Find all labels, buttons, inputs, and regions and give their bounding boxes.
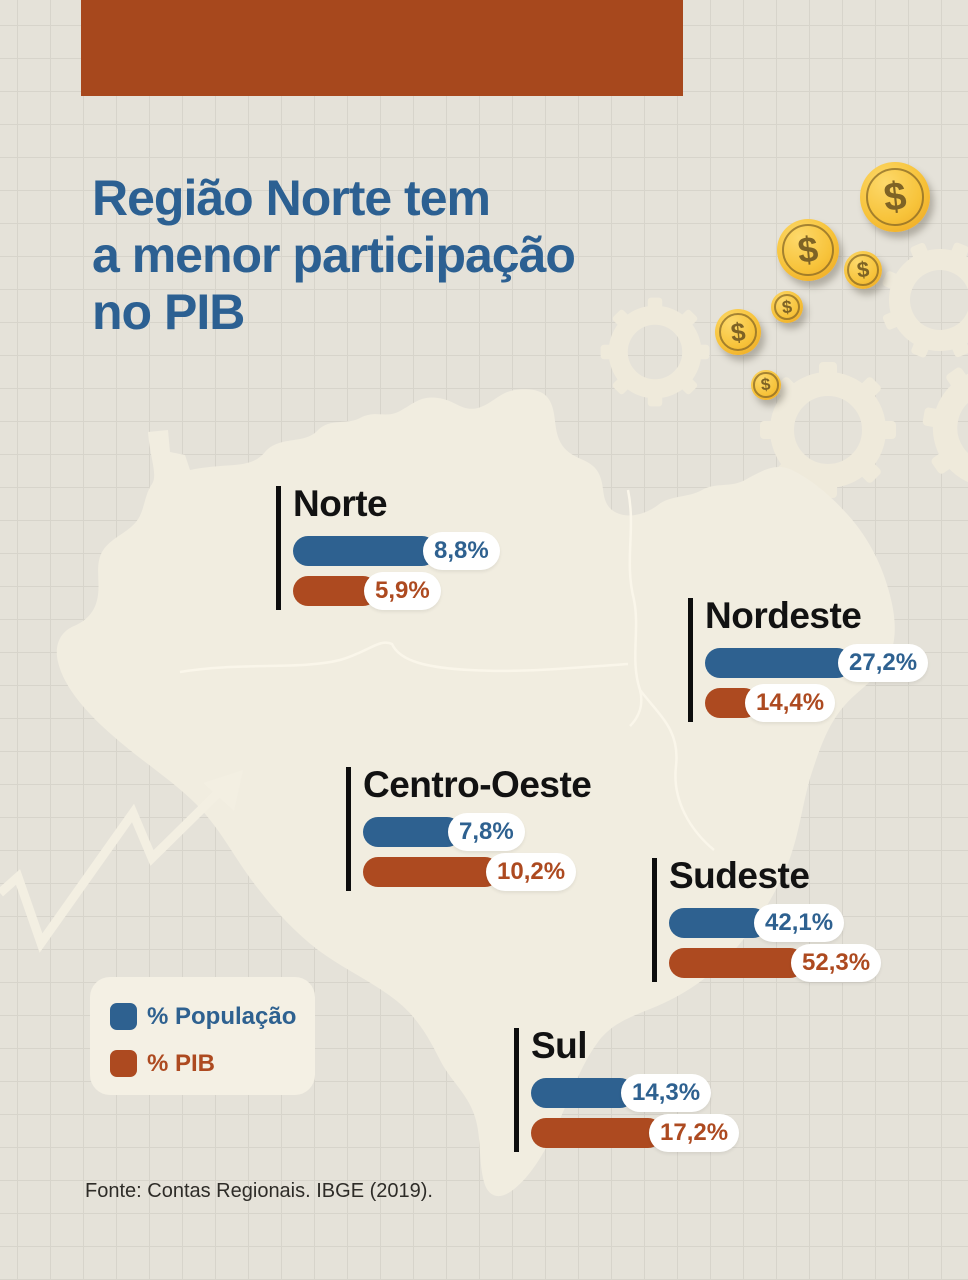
region-accent-line — [514, 1028, 519, 1152]
state-borders — [179, 489, 715, 851]
pib-value-label: 17,2% — [649, 1114, 740, 1152]
dollar-coin-icon: $ — [844, 251, 882, 289]
populacao-bar — [705, 648, 852, 678]
populacao-bar-row: 42,1% — [669, 904, 845, 942]
pib-value-label: 14,4% — [745, 684, 836, 722]
region-name: Sudeste — [669, 855, 810, 896]
populacao-bar-row: 14,3% — [531, 1074, 712, 1112]
pib-bar — [363, 857, 500, 887]
region-name: Norte — [293, 483, 388, 524]
pib-bar — [293, 576, 378, 606]
region-accent-line — [276, 486, 281, 610]
populacao-value-label: 7,8% — [448, 813, 525, 851]
pib-bar — [669, 948, 805, 978]
populacao-value-label: 27,2% — [838, 644, 929, 682]
legend: % População % PIB — [90, 977, 315, 1095]
dollar-coin-icon: $ — [771, 291, 803, 323]
pib-bar-row: 14,4% — [705, 684, 836, 722]
region-name: Sul — [531, 1025, 588, 1066]
populacao-bar — [363, 817, 462, 847]
top-banner — [81, 0, 683, 96]
region-accent-line — [688, 598, 693, 722]
region-name: Centro-Oeste — [363, 764, 592, 805]
populacao-bar — [531, 1078, 635, 1108]
pib-bar-row: 5,9% — [293, 572, 441, 610]
legend-label-pib: % PIB — [147, 1050, 216, 1077]
dollar-coin-icon: $ — [860, 162, 930, 232]
dollar-sign: $ — [780, 296, 793, 317]
region-accent-line — [652, 858, 657, 982]
page-title: Região Norte tem a menor participação no… — [92, 169, 576, 340]
legend-swatch-populacao — [110, 1003, 137, 1030]
populacao-bar — [293, 536, 437, 566]
pib-bar — [531, 1118, 663, 1148]
populacao-bar-row: 27,2% — [705, 644, 929, 682]
populacao-bar — [669, 908, 768, 938]
pib-value-label: 52,3% — [791, 944, 882, 982]
dollar-sign: $ — [760, 374, 772, 395]
dollar-sign: $ — [881, 173, 909, 220]
pib-value-label: 5,9% — [364, 572, 441, 610]
dollar-coin-icon: $ — [715, 309, 761, 355]
dollar-coin-icon: $ — [751, 370, 781, 400]
populacao-value-label: 14,3% — [621, 1074, 712, 1112]
populacao-value-label: 42,1% — [754, 904, 845, 942]
pib-bar-row: 52,3% — [669, 944, 882, 982]
pib-bar-row: 10,2% — [363, 853, 577, 891]
pib-bar-row: 17,2% — [531, 1114, 740, 1152]
pib-value-label: 10,2% — [486, 853, 577, 891]
legend-label-populacao: % População — [147, 1003, 297, 1030]
dollar-coin-icon: $ — [777, 219, 839, 281]
legend-swatch-pib — [110, 1050, 137, 1077]
populacao-bar-row: 8,8% — [293, 532, 500, 570]
populacao-value-label: 8,8% — [423, 532, 500, 570]
populacao-bar-row: 7,8% — [363, 813, 525, 851]
dollar-sign: $ — [855, 256, 871, 283]
dollar-sign: $ — [795, 228, 821, 271]
region-name: Nordeste — [705, 595, 862, 636]
source-note: Fonte: Contas Regionais. IBGE (2019). — [85, 1180, 433, 1202]
region-accent-line — [346, 767, 351, 891]
